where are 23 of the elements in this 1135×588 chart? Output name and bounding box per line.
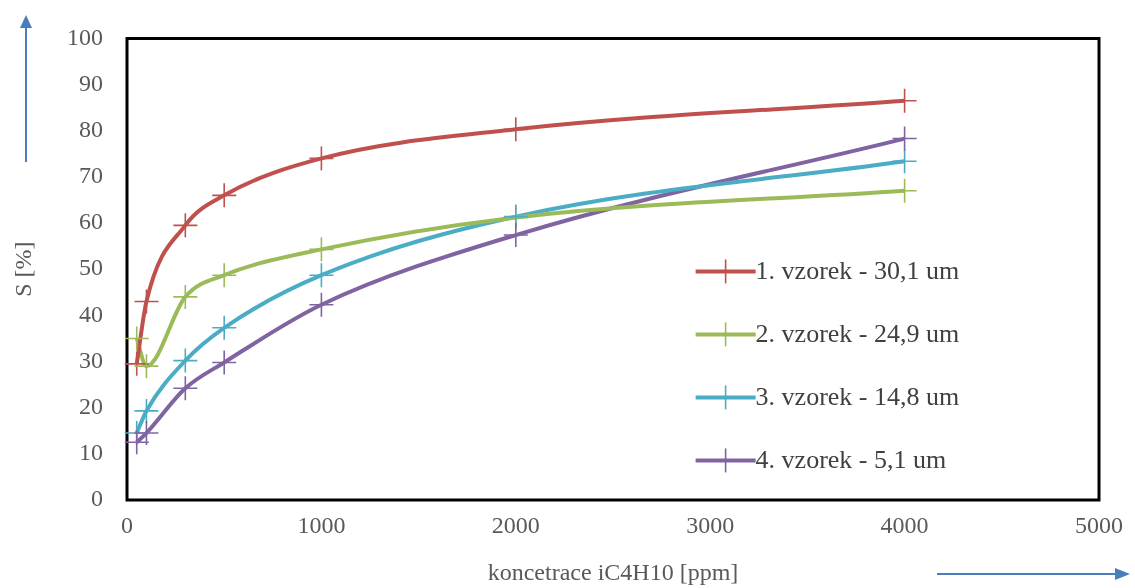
y-tick-label: 50 <box>79 254 103 281</box>
y-tick-label: 10 <box>79 439 103 466</box>
y-tick-label: 0 <box>91 485 103 512</box>
x-tick-label: 2000 <box>491 511 540 538</box>
legend-label: 4. vzorek - 5,1 um <box>755 445 947 475</box>
legend-label: 3. vzorek - 14,8 um <box>755 382 960 412</box>
x-tick-label: 1000 <box>297 511 346 538</box>
y-tick-label: 80 <box>79 116 103 143</box>
legend-label: 2. vzorek - 24,9 um <box>755 319 960 349</box>
legend-label: 1. vzorek - 30,1 um <box>755 256 960 286</box>
x-tick-label: 4000 <box>880 511 929 538</box>
y-tick-label: 100 <box>67 23 103 50</box>
x-tick-label: 5000 <box>1075 511 1123 538</box>
y-tick-label: 90 <box>79 69 103 96</box>
x-tick-label: 0 <box>121 511 133 538</box>
x-axis-title: koncetrace iC4H10 [ppm] <box>487 558 739 585</box>
y-axis-title: S [%] <box>9 241 36 297</box>
y-tick-label: 60 <box>79 208 103 235</box>
x-tick-label: 3000 <box>686 511 735 538</box>
y-tick-label: 20 <box>79 392 103 419</box>
y-tick-label: 40 <box>79 300 103 327</box>
y-tick-label: 70 <box>79 162 103 189</box>
y-tick-label: 30 <box>79 346 103 373</box>
